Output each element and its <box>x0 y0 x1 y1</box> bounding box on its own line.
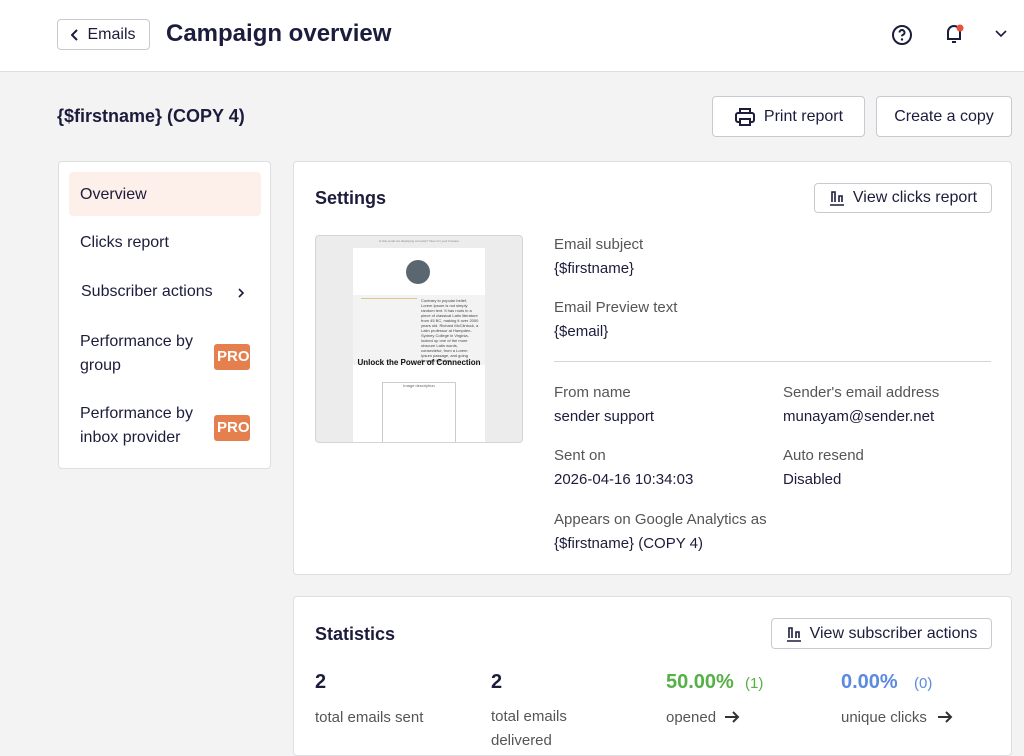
print-label: Print report <box>763 107 844 125</box>
settings-card: Settings View clicks report Is this emai… <box>293 161 1012 575</box>
field-label: From name <box>554 384 631 401</box>
stat-label[interactable]: unique clicks <box>841 709 927 726</box>
field-value: {$firstname} <box>554 260 635 277</box>
preview-image: Image description <box>382 382 456 442</box>
nav-item[interactable]: Subscriber actions <box>81 283 213 300</box>
nav-item[interactable]: Clicks report <box>80 234 169 251</box>
preview-rule <box>361 298 417 299</box>
field-value: munayam@sender.net <box>783 408 935 425</box>
account-menu-icon[interactable] <box>995 30 1007 38</box>
arrow-icon <box>938 711 953 723</box>
pro-badge: PRO <box>214 415 250 441</box>
sidebar: Overview Clicks report Subscriber action… <box>58 161 271 469</box>
field-value: {$email} <box>554 323 609 340</box>
field-value: 2026-04-16 10:34:03 <box>554 471 694 488</box>
page-title: Campaign overview <box>166 20 392 47</box>
clicks-report-button[interactable]: View clicks report <box>814 183 992 213</box>
preview-band <box>353 295 485 365</box>
stat-value: 0.00% <box>841 671 898 693</box>
help-icon[interactable] <box>891 24 913 46</box>
preview-logo <box>406 260 430 284</box>
active-item-bg <box>69 172 261 216</box>
stat-count: (1) <box>745 675 764 692</box>
field-label: Auto resend <box>783 447 864 464</box>
nav-item[interactable]: Overview <box>80 186 147 203</box>
stat-count: (0) <box>914 675 933 692</box>
field-label: Appears on Google Analytics as <box>554 511 767 528</box>
button-label: View clicks report <box>852 189 978 206</box>
button-label: View subscriber actions <box>809 624 978 642</box>
print-button[interactable]: Print report <box>712 96 865 137</box>
field-label: Sender's email address <box>783 384 940 401</box>
back-button[interactable]: Emails <box>57 19 150 50</box>
back-label: Emails <box>87 25 136 43</box>
preview-text: Contrary to popular belief, Lorem Ipsum … <box>421 298 479 363</box>
chevron-right-icon <box>238 288 245 298</box>
stat-label: total emails sent <box>315 709 424 726</box>
section-title: Statistics <box>315 624 396 644</box>
section-title: Settings <box>315 188 387 208</box>
chevron-left-icon <box>71 28 79 41</box>
chart-icon <box>829 191 844 206</box>
field-label: Email Preview text <box>554 299 678 316</box>
statistics-card: Statistics View subscriber actions 2 tot… <box>293 596 1012 756</box>
field-value: {$firstname} (COPY 4) <box>554 535 703 552</box>
subscriber-actions-button[interactable]: View subscriber actions <box>771 618 992 649</box>
field-label: Sent on <box>554 447 606 464</box>
preview-body: Contrary to popular belief, Lorem Ipsum … <box>353 248 485 442</box>
field-value: sender support <box>554 408 655 425</box>
pro-badge: PRO <box>214 344 250 370</box>
stat-value: 2 <box>315 671 327 693</box>
stat-label[interactable]: opened <box>666 709 717 726</box>
divider <box>554 361 991 362</box>
arrow-icon <box>725 711 740 723</box>
chart-icon <box>786 626 801 642</box>
stat-label: total emails delivered <box>491 708 567 749</box>
copy-button[interactable]: Create a copy <box>876 96 1012 137</box>
campaign-name: {$firstname} (COPY 4) <box>57 106 245 126</box>
stat-value: 2 <box>491 671 503 693</box>
nav-item[interactable]: Performance by inbox provider <box>80 405 193 446</box>
top-bar: Emails Campaign overview <box>0 0 1024 72</box>
notifications-icon[interactable] <box>942 22 966 46</box>
field-label: Email subject <box>554 236 644 253</box>
preview-heading: Unlock the Power of Connection <box>357 358 481 367</box>
field-value: Disabled <box>783 471 842 488</box>
printer-icon <box>734 107 755 126</box>
preview-top: Is this email not displaying correctly? … <box>379 239 459 243</box>
stat-value: 50.00% <box>666 671 734 693</box>
nav-item[interactable]: Performance by group <box>80 333 193 374</box>
email-preview: Is this email not displaying correctly? … <box>315 235 523 443</box>
